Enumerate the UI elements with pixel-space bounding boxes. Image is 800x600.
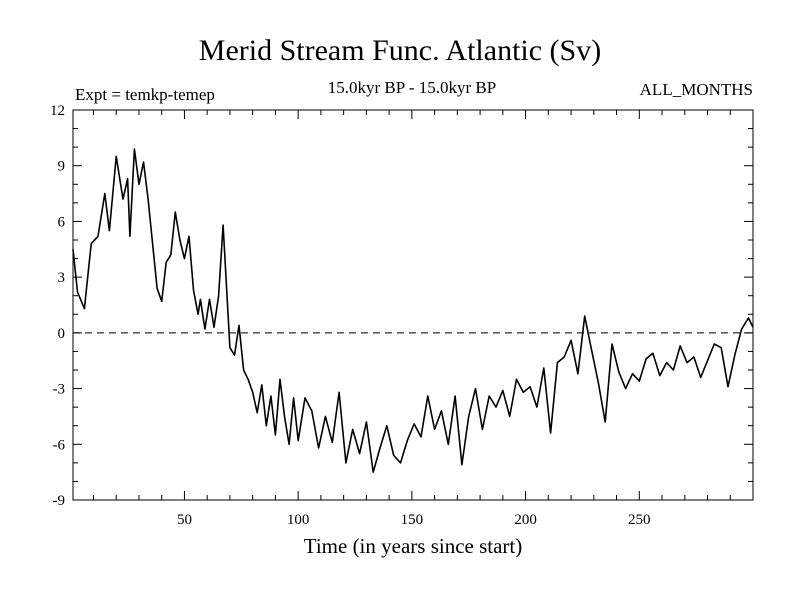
plot-frame [72,109,754,501]
y-tick-label: 0 [58,326,66,342]
experiment-label: Expt = temkp-temep [75,85,215,104]
period-label: 15.0kyr BP - 15.0kyr BP [328,78,496,97]
y-tick-label: -3 [53,382,66,398]
months-label: ALL_MONTHS [640,80,753,99]
y-tick-label: 9 [58,159,66,175]
plot-area: -9 -6 -3 0 3 6 9 12 50 100 150 200 250 [50,103,754,528]
x-tick-label: 250 [628,512,651,528]
y-tick-label: 6 [58,214,66,230]
x-tick-label: 50 [177,512,192,528]
series-line [72,148,754,473]
x-axis-label: Time (in years since start) [304,534,523,558]
x-tick-label: 150 [401,512,424,528]
x-tick-label: 200 [514,512,537,528]
y-tick-label: 12 [50,103,65,119]
y-tick-label: 3 [58,270,66,286]
y-tick-label: -6 [53,437,66,453]
y-tick-label: -9 [53,493,66,509]
chart-title: Merid Stream Func. Atlantic (Sv) [199,34,601,67]
x-tick-label: 100 [287,512,310,528]
